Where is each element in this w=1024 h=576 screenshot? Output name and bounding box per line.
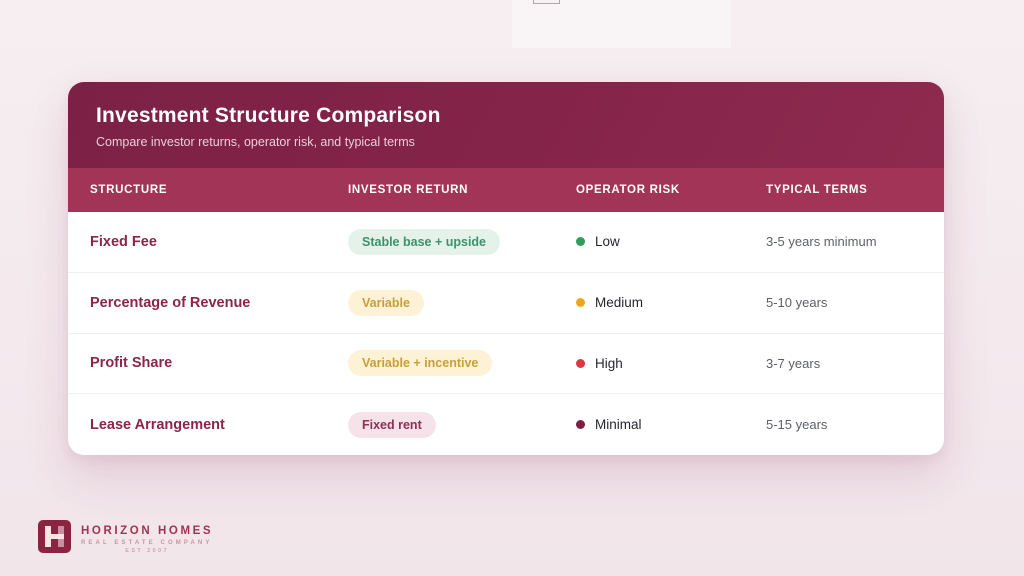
risk-label: Medium (595, 295, 644, 311)
risk-label: High (595, 355, 623, 371)
typical-terms: 3-7 years (766, 355, 821, 371)
operator-risk-cell: Minimal (576, 417, 766, 432)
investor-return-badge: Variable + incentive (348, 350, 493, 377)
logo-h-bar-cross (45, 534, 64, 539)
risk-dot-icon (576, 298, 585, 308)
table-row: Profit Share Variable + incentive High 3… (68, 334, 944, 395)
risk-label: Minimal (595, 417, 642, 433)
operator-risk-cell: Medium (576, 295, 766, 310)
background-artifact (533, 0, 560, 4)
risk-dot-icon (576, 358, 585, 368)
investor-return-badge: Fixed rent (348, 411, 436, 438)
operator-risk-cell: Low (576, 234, 766, 249)
structure-name: Fixed Fee (90, 233, 157, 250)
page-title: Investment Structure Comparison (96, 104, 441, 127)
investor-return-cell: Fixed rent (348, 411, 576, 438)
table-body: Fixed Fee Stable base + upside Low 3-5 y… (68, 212, 944, 455)
risk-label: Low (595, 234, 620, 250)
table-row: Percentage of Revenue Variable Medium 5-… (68, 273, 944, 334)
column-header-typical-terms: TYPICAL TERMS (766, 184, 868, 196)
investor-return-cell: Stable base + upside (348, 228, 576, 255)
structure-name: Percentage of Revenue (90, 294, 251, 311)
table-header-row: STRUCTURE INVESTOR RETURN OPERATOR RISK … (68, 168, 944, 212)
logo-tagline: REAL ESTATE COMPANY (81, 540, 213, 546)
column-header-structure: STRUCTURE (90, 184, 168, 196)
table-row: Fixed Fee Stable base + upside Low 3-5 y… (68, 212, 944, 273)
background-highlight (512, 0, 731, 48)
investor-return-cell: Variable + incentive (348, 350, 576, 377)
typical-terms: 5-10 years (766, 295, 828, 311)
company-logo: HORIZON HOMES REAL ESTATE COMPANY EST 20… (38, 520, 213, 554)
card-header: Investment Structure Comparison Compare … (68, 82, 944, 168)
logo-established: EST 2007 (125, 548, 169, 554)
comparison-card: Investment Structure Comparison Compare … (68, 82, 944, 455)
typical-terms: 3-5 years minimum (766, 234, 877, 250)
typical-terms: 5-15 years (766, 417, 828, 433)
page-subtitle: Compare investor returns, operator risk,… (96, 135, 415, 149)
investor-return-cell: Variable (348, 289, 576, 316)
structure-name: Profit Share (90, 355, 173, 372)
logo-company-name: HORIZON HOMES (81, 525, 214, 537)
investor-return-badge: Variable (348, 289, 424, 316)
column-header-operator-risk: OPERATOR RISK (576, 184, 680, 196)
structure-name: Lease Arrangement (90, 416, 225, 433)
risk-dot-icon (576, 420, 585, 430)
operator-risk-cell: High (576, 356, 766, 371)
risk-dot-icon (576, 237, 585, 247)
table-row: Lease Arrangement Fixed rent Minimal 5-1… (68, 394, 944, 455)
column-header-investor-return: INVESTOR RETURN (348, 184, 469, 196)
investor-return-badge: Stable base + upside (348, 228, 501, 255)
horizon-homes-logo-icon (38, 520, 71, 553)
logo-text-block: HORIZON HOMES REAL ESTATE COMPANY EST 20… (81, 520, 213, 554)
